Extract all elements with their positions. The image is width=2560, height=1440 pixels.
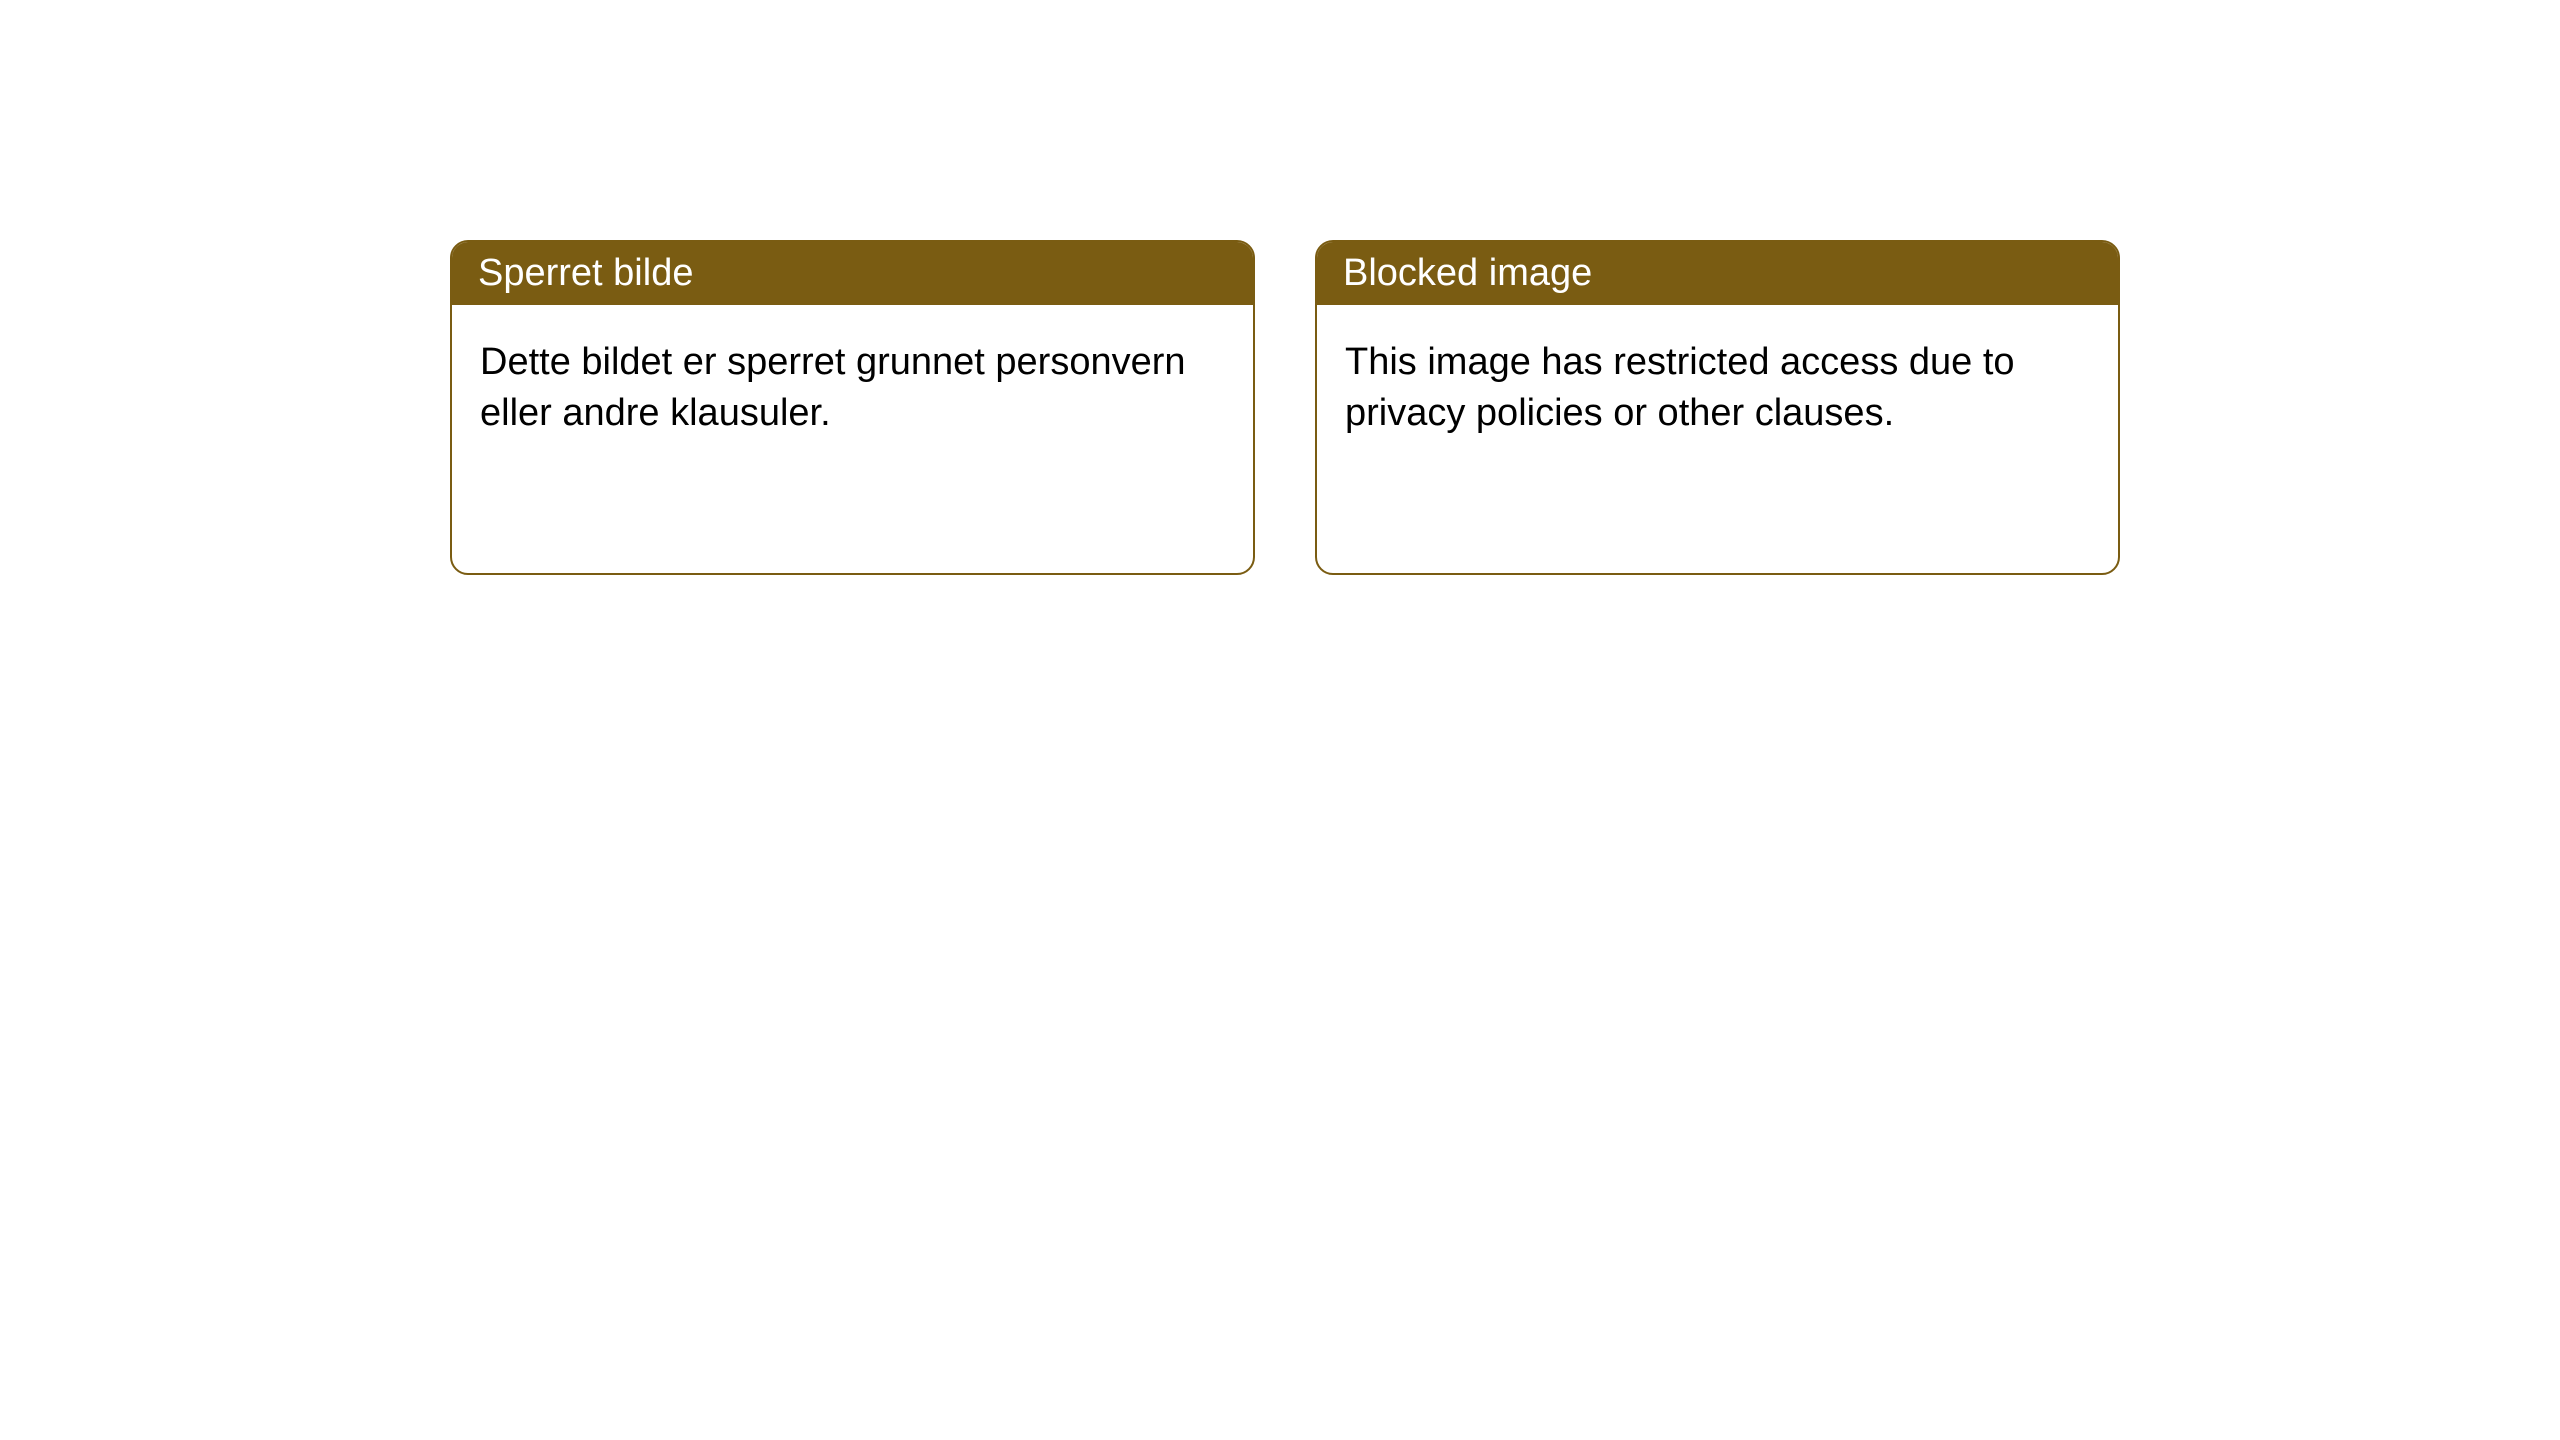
card-header: Sperret bilde xyxy=(452,242,1253,305)
card-body-text: Dette bildet er sperret grunnet personve… xyxy=(480,337,1225,440)
card-body-text: This image has restricted access due to … xyxy=(1345,337,2090,440)
card-body: Dette bildet er sperret grunnet personve… xyxy=(452,305,1253,573)
notice-card-norwegian: Sperret bilde Dette bildet er sperret gr… xyxy=(450,240,1255,575)
card-title: Blocked image xyxy=(1343,252,1592,294)
card-title: Sperret bilde xyxy=(478,252,693,294)
card-body: This image has restricted access due to … xyxy=(1317,305,2118,573)
notice-card-english: Blocked image This image has restricted … xyxy=(1315,240,2120,575)
notice-cards-container: Sperret bilde Dette bildet er sperret gr… xyxy=(450,240,2120,575)
card-header: Blocked image xyxy=(1317,242,2118,305)
